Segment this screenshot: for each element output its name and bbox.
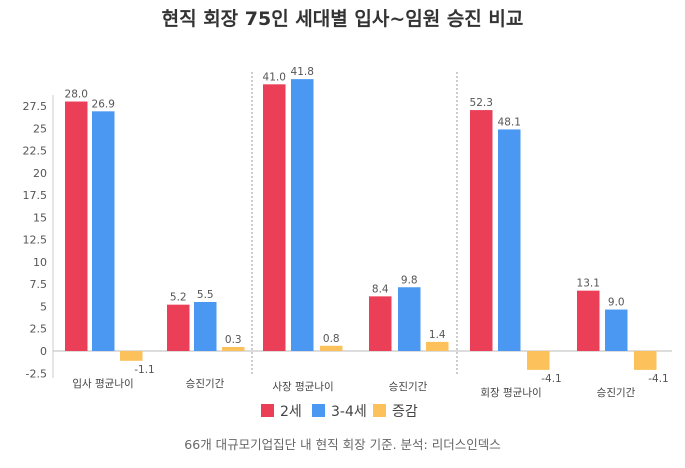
legend-swatch-2세 — [261, 404, 274, 417]
bar-3-4세 — [194, 301, 217, 351]
data-label: -4.1 — [648, 373, 669, 385]
chart-title: 현직 회장 75인 세대별 입사~임원 승진 비교 — [161, 8, 524, 30]
y-tick-label: 12.5 — [23, 234, 48, 247]
bar-증감 — [120, 351, 143, 361]
category-label: 승진기간 — [186, 378, 225, 390]
category-label: 회장 평균나이 — [480, 387, 541, 399]
data-label: 9.8 — [401, 274, 418, 286]
bar-2세 — [577, 290, 600, 351]
data-label: 26.9 — [92, 98, 115, 110]
bar-증감 — [222, 346, 245, 351]
y-tick-label: 10 — [33, 256, 47, 269]
data-label: 48.1 — [498, 116, 521, 128]
bar-2세 — [167, 304, 190, 351]
data-label: 0.8 — [323, 333, 340, 345]
data-label: -1.1 — [134, 364, 155, 376]
y-tick-label: 20 — [33, 167, 47, 180]
bar-3-4세 — [398, 287, 421, 351]
data-label: 28.0 — [65, 89, 88, 101]
data-label: 52.3 — [470, 97, 493, 109]
category-label: 입사 평균나이 — [72, 377, 133, 390]
footnote: 66개 대규모기업집단 내 현직 회장 기준. 분석: 리더스인덱스 — [184, 437, 501, 452]
y-tick-label: 25 — [33, 122, 47, 135]
y-tick-label: 22.5 — [23, 145, 48, 158]
bar-증감 — [426, 341, 449, 351]
bar-2세 — [263, 84, 286, 351]
bar-증감 — [527, 351, 550, 370]
legend-swatch-증감 — [373, 404, 386, 417]
y-tick-label: 5 — [40, 300, 47, 313]
y-tick-label: 7.5 — [30, 278, 48, 291]
bar-3-4세 — [92, 111, 115, 351]
legend-label: 2세 — [280, 404, 302, 420]
bar-증감 — [634, 351, 657, 370]
category-label: 승진기간 — [389, 381, 428, 393]
bar-2세 — [65, 101, 88, 352]
data-label: 1.4 — [429, 329, 446, 341]
bar-2세 — [470, 110, 493, 351]
bar-2세 — [369, 296, 392, 351]
data-label: 41.8 — [291, 66, 314, 78]
legend-label: 3-4세 — [331, 404, 367, 420]
data-label: 41.0 — [263, 71, 286, 83]
y-tick-label: 0 — [40, 345, 47, 358]
data-label: -4.1 — [541, 373, 562, 385]
data-label: 13.1 — [577, 278, 600, 290]
data-label: 9.0 — [608, 297, 625, 309]
legend-swatch-3-4세 — [312, 404, 325, 417]
legend-label: 증감 — [392, 404, 418, 420]
y-tick-label: 17.5 — [23, 189, 48, 202]
bar-증감 — [320, 345, 343, 351]
data-label: 8.4 — [372, 283, 389, 295]
y-tick-label: 15 — [33, 211, 47, 224]
data-label: 5.5 — [197, 289, 214, 301]
y-tick-label: -2.5 — [26, 367, 47, 380]
bar-3-4세 — [498, 129, 521, 351]
category-label: 사장 평균나이 — [272, 381, 333, 393]
y-tick-label: 27.5 — [23, 100, 48, 113]
bar-3-4세 — [605, 309, 628, 351]
category-label: 승진기간 — [597, 387, 636, 399]
data-label: 5.2 — [170, 292, 187, 304]
data-label: 0.3 — [225, 334, 242, 346]
y-tick-label: 2.5 — [30, 323, 48, 336]
bar-3-4세 — [291, 79, 314, 351]
